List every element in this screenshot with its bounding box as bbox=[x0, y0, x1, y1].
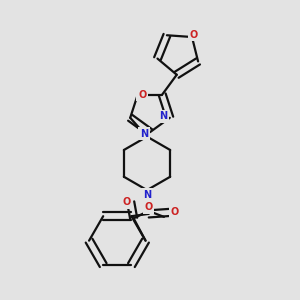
Text: N: N bbox=[159, 111, 167, 121]
Text: O: O bbox=[138, 89, 146, 100]
Text: O: O bbox=[170, 207, 178, 218]
Text: N: N bbox=[143, 190, 151, 200]
Text: O: O bbox=[144, 202, 153, 212]
Text: O: O bbox=[123, 197, 131, 207]
Text: N: N bbox=[140, 129, 148, 139]
Text: O: O bbox=[189, 30, 198, 40]
